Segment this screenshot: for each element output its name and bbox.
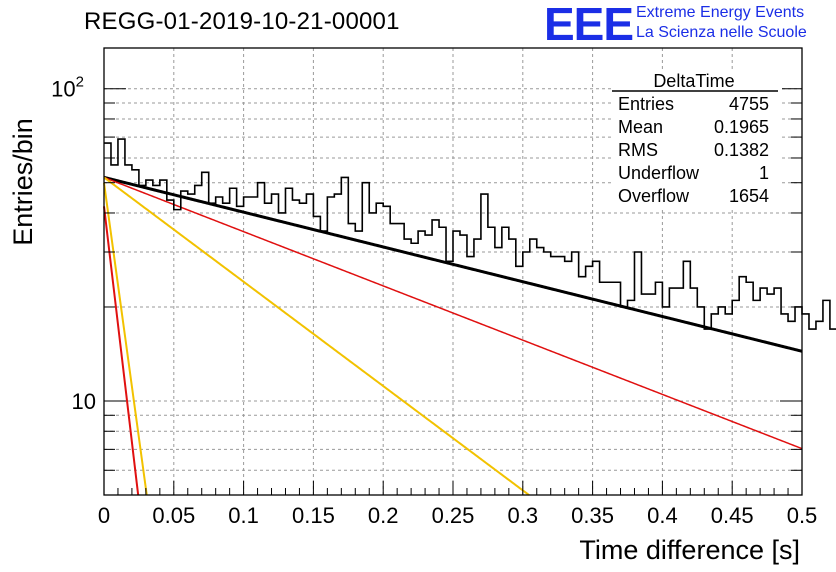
y-tick-label: 102 bbox=[51, 74, 84, 102]
stats-row-label: Entries bbox=[618, 94, 674, 114]
stats-row-value: 0.1965 bbox=[714, 117, 769, 137]
x-tick-label: 0.45 bbox=[711, 503, 754, 528]
fit-curve-3 bbox=[103, 176, 530, 496]
stats-row-label: Overflow bbox=[618, 186, 690, 206]
stats-box-name: DeltaTime bbox=[653, 71, 734, 91]
chart-title: REGG-01-2019-10-21-00001 bbox=[84, 8, 400, 35]
histogram bbox=[104, 138, 836, 330]
fit-curves bbox=[103, 175, 803, 496]
axis-ticks bbox=[103, 88, 803, 496]
x-tick-label: 0.4 bbox=[647, 503, 678, 528]
x-tick-label: 0.25 bbox=[432, 503, 475, 528]
histogram-outline bbox=[104, 138, 836, 330]
fit-curve-2 bbox=[103, 176, 803, 450]
stats-row-value: 1654 bbox=[729, 186, 769, 206]
logo-line-2: La Scienza nelle Scuole bbox=[636, 24, 807, 41]
stats-row-label: Underflow bbox=[618, 163, 700, 183]
x-axis-label: Time difference [s] bbox=[579, 535, 800, 565]
x-tick-label: 0.35 bbox=[571, 503, 614, 528]
x-tick-label: 0.1 bbox=[228, 503, 259, 528]
y-tick-label: 10 bbox=[72, 389, 96, 414]
x-tick-label: 0 bbox=[98, 503, 110, 528]
x-tick-label: 0.3 bbox=[508, 503, 539, 528]
stats-row-value: 0.1382 bbox=[714, 140, 769, 160]
stats-row-value: 4755 bbox=[729, 94, 769, 114]
x-tick-label: 0.5 bbox=[787, 503, 818, 528]
fit-curve-5 bbox=[103, 206, 140, 496]
x-tick-labels: 0 0.05 0.1 0.15 0.2 0.25 0.3 0.35 0.4 0.45 0.5 bbox=[98, 503, 817, 528]
fit-curve-4 bbox=[103, 182, 148, 496]
stats-row-value: 1 bbox=[759, 163, 769, 183]
stats-box: DeltaTime Entries 4755 Mean 0.1965 RMS 0.1382… bbox=[612, 70, 782, 210]
fit-curve-1 bbox=[103, 175, 803, 353]
y-tick-labels: 10 102 bbox=[51, 74, 96, 414]
logo-line-1: Extreme Energy Events bbox=[636, 4, 805, 21]
stats-box-bg bbox=[612, 70, 782, 210]
stats-row-label: Mean bbox=[618, 117, 663, 137]
x-tick-label: 0.05 bbox=[152, 503, 195, 528]
x-tick-label: 0.15 bbox=[292, 503, 335, 528]
y-axis-label: Entries/bin bbox=[8, 118, 38, 246]
x-tick-label: 0.2 bbox=[368, 503, 399, 528]
y-tick-exponent: 2 bbox=[76, 74, 84, 91]
eee-logo: EEE bbox=[544, 0, 634, 50]
stats-row-label: RMS bbox=[618, 140, 658, 160]
